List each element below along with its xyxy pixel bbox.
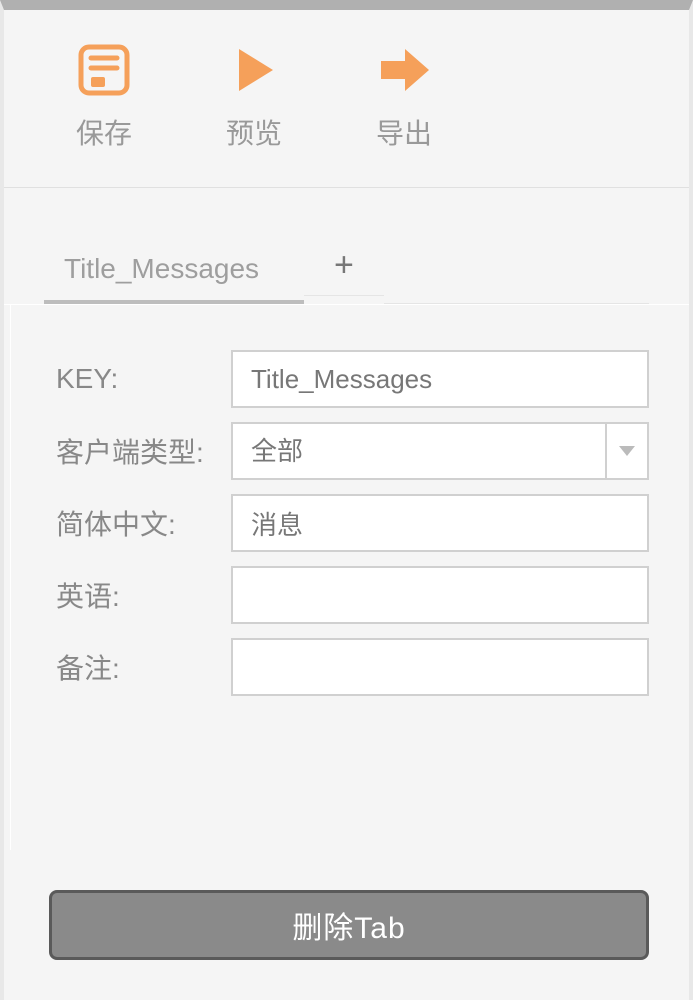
preview-button[interactable]: 预览	[224, 40, 284, 152]
app-window: 保存 预览 导出 Title_Messages + KEY:	[0, 0, 693, 1000]
zh-cn-label: 简体中文:	[56, 503, 231, 543]
row-zh-cn: 简体中文:	[56, 494, 649, 552]
row-client-type: 客户端类型: 全部	[56, 422, 649, 480]
row-remark: 备注:	[56, 638, 649, 696]
save-icon	[74, 40, 134, 100]
delete-button-wrap: 删除Tab	[4, 850, 689, 1000]
save-label: 保存	[76, 112, 132, 152]
play-icon	[224, 40, 284, 100]
export-label: 导出	[376, 112, 432, 152]
save-button[interactable]: 保存	[74, 40, 134, 152]
add-tab-button[interactable]: +	[304, 246, 384, 296]
export-button[interactable]: 导出	[374, 40, 434, 152]
zh-cn-input[interactable]	[231, 494, 649, 552]
en-input[interactable]	[231, 566, 649, 624]
client-type-select-wrap: 全部	[231, 422, 649, 480]
key-input[interactable]	[231, 350, 649, 408]
delete-tab-button[interactable]: 删除Tab	[49, 890, 649, 960]
tabs-bar: Title_Messages +	[4, 188, 689, 305]
client-type-select[interactable]: 全部	[231, 422, 649, 480]
arrow-right-icon	[374, 40, 434, 100]
toolbar: 保存 预览 导出	[4, 10, 689, 188]
form-panel: KEY: 客户端类型: 全部 简体中文: 英语:	[10, 305, 689, 850]
remark-label: 备注:	[56, 647, 231, 687]
client-type-label: 客户端类型:	[56, 431, 231, 471]
tabs-tail	[384, 238, 649, 304]
row-key: KEY:	[56, 350, 649, 408]
row-en: 英语:	[56, 566, 649, 624]
tab-title-messages[interactable]: Title_Messages	[44, 238, 304, 304]
remark-input[interactable]	[231, 638, 649, 696]
key-label: KEY:	[56, 363, 231, 395]
en-label: 英语:	[56, 575, 231, 615]
preview-label: 预览	[226, 112, 282, 152]
